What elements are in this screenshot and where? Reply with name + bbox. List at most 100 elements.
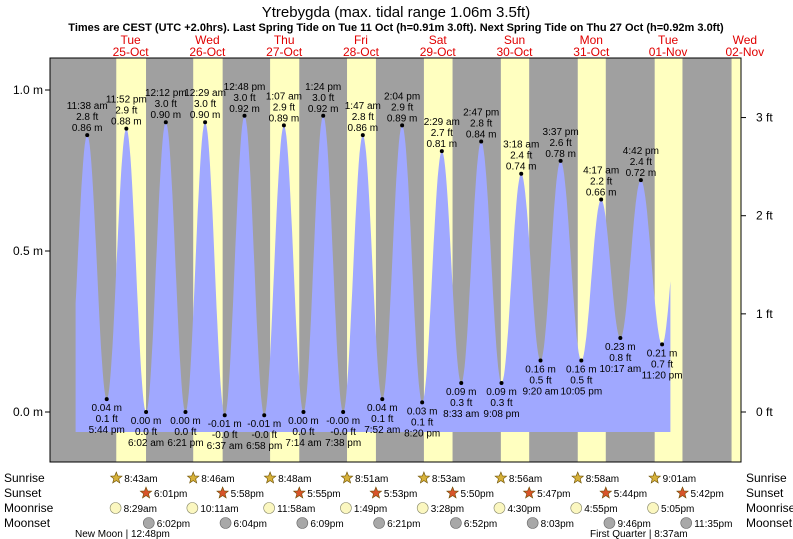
day-of-week-label: Tue xyxy=(658,33,679,47)
high-tide-height-ft: 2.9 ft xyxy=(273,102,295,113)
low-tide-point xyxy=(262,413,267,418)
moonrise-time: 1:49pm xyxy=(354,504,387,515)
date-label: 02-Nov xyxy=(725,45,764,59)
high-tide-height-ft: 2.8 ft xyxy=(352,112,374,123)
day-of-week-label: Thu xyxy=(274,33,295,47)
low-tide-height-ft: 0.1 ft xyxy=(96,414,118,425)
moonrise-time: 8:29am xyxy=(124,504,157,515)
high-tide-point xyxy=(281,123,286,128)
moonrise-time: 3:28pm xyxy=(431,504,464,515)
low-tide-point xyxy=(144,410,149,414)
high-tide-height-m: 0.78 m xyxy=(545,149,576,160)
sunrise-row-label-right: Sunrise xyxy=(746,471,787,485)
high-tide-point xyxy=(163,120,168,125)
high-tide-point xyxy=(85,133,90,138)
low-tide-point xyxy=(459,381,464,386)
plot-frame xyxy=(49,57,742,463)
moonrise-icon xyxy=(340,502,352,514)
day-of-week-label: Fri xyxy=(354,33,368,47)
sunset-row-label-right: Sunset xyxy=(746,486,784,500)
high-tide-height-ft: 2.2 ft xyxy=(590,176,612,187)
high-tide-point xyxy=(519,171,524,176)
sunrise-time: 8:48am xyxy=(278,474,311,485)
moonset-time: 6:02pm xyxy=(157,519,190,530)
moonrise-time: 10:11am xyxy=(200,504,238,515)
high-tide-time: 1:24 pm xyxy=(305,82,341,93)
sunrise-time: 8:53am xyxy=(432,474,465,485)
first-quarter-label: First Quarter | 8:37am xyxy=(590,529,688,539)
high-tide-height-m: 0.89 m xyxy=(269,113,300,124)
low-tide-time: 9:20 am xyxy=(522,386,558,397)
low-tide-point xyxy=(380,397,385,402)
low-tide-time: 7:38 pm xyxy=(325,438,361,449)
sunset-time: 5:44pm xyxy=(614,489,647,500)
sunset-time: 5:42pm xyxy=(690,489,723,500)
high-tide-point xyxy=(479,139,484,144)
moonset-time: 6:21pm xyxy=(387,519,420,530)
high-tide-time: 4:42 pm xyxy=(623,146,659,157)
date-label: 30-Oct xyxy=(496,45,533,59)
low-tide-point xyxy=(499,381,504,386)
moonset-row-label-right: Moonset xyxy=(746,516,793,530)
low-tide-time: 10:05 pm xyxy=(560,386,602,397)
low-tide-point xyxy=(660,342,665,347)
high-tide-height-ft: 3.0 ft xyxy=(233,93,255,104)
tide-area xyxy=(75,115,671,433)
day-of-week-label: Sat xyxy=(429,33,448,47)
high-tide-height-m: 0.66 m xyxy=(586,187,617,198)
moonset-icon xyxy=(219,517,232,529)
date-label: 26-Oct xyxy=(189,45,226,59)
sunrise-icon xyxy=(109,471,123,484)
new-moon-label: New Moon | 12:48pm xyxy=(75,529,170,539)
moonset-time: 8:03pm xyxy=(541,519,574,530)
high-tide-height-ft: 2.6 ft xyxy=(550,138,572,149)
moonrise-icon xyxy=(416,502,429,514)
low-tide-height-ft: -0.0 ft xyxy=(212,430,238,441)
high-tide-height-ft: 3.0 ft xyxy=(155,99,177,110)
moonrise-time: 11:58am xyxy=(277,504,315,515)
high-tide-point xyxy=(439,149,444,154)
sunset-row-label-left: Sunset xyxy=(4,486,42,500)
low-tide-height-ft: 0.8 ft xyxy=(609,353,631,364)
low-tide-height-ft: 0.0 ft xyxy=(135,427,157,438)
sunset-time: 5:55pm xyxy=(307,489,340,500)
high-tide-height-ft: 2.8 ft xyxy=(470,119,492,130)
high-tide-point xyxy=(321,113,326,118)
low-tide-height-m: 0.04 m xyxy=(91,403,122,414)
low-tide-height-m: 0.16 m xyxy=(525,364,556,375)
moonset-icon xyxy=(526,517,539,529)
chart-subtitle: Times are CEST (UTC +2.0hrs). Last Sprin… xyxy=(68,22,724,34)
low-tide-point xyxy=(420,400,425,405)
high-tide-height-m: 0.72 m xyxy=(626,168,657,179)
day-of-week-label: Wed xyxy=(195,33,219,47)
low-tide-height-m: 0.03 m xyxy=(407,406,438,417)
low-tide-time: 10:17 am xyxy=(599,364,641,375)
moonset-icon xyxy=(603,517,616,529)
low-tide-point xyxy=(222,413,227,418)
moonset-icon xyxy=(680,517,693,529)
low-tide-height-ft: 0.1 ft xyxy=(371,414,393,425)
sunset-time: 5:53pm xyxy=(384,489,417,500)
date-label: 01-Nov xyxy=(649,45,688,59)
low-tide-height-ft: 0.3 ft xyxy=(490,398,512,409)
sunset-icon xyxy=(139,486,153,499)
sunset-icon xyxy=(676,486,689,499)
moonrise-time: 4:55pm xyxy=(584,504,617,515)
low-tide-time: 11:20 pm xyxy=(642,370,683,381)
y-tick-label-ft: 3 ft xyxy=(756,111,773,125)
date-label: 27-Oct xyxy=(266,45,303,59)
low-tide-time: 8:33 am xyxy=(443,409,479,420)
high-tide-point xyxy=(599,197,604,202)
high-tide-time: 11:52 pm xyxy=(106,95,147,106)
moonset-time: 11:35pm xyxy=(694,519,732,530)
low-tide-height-ft: 0.0 ft xyxy=(292,427,314,438)
day-of-week-label: Mon xyxy=(580,33,603,47)
moonrise-icon xyxy=(186,502,199,514)
sunset-time: 5:47pm xyxy=(537,489,570,500)
sunrise-icon xyxy=(263,471,277,484)
high-tide-height-ft: 2.4 ft xyxy=(630,157,652,168)
y-tick-label-m: 0.0 m xyxy=(13,405,43,419)
low-tide-point xyxy=(618,335,623,340)
